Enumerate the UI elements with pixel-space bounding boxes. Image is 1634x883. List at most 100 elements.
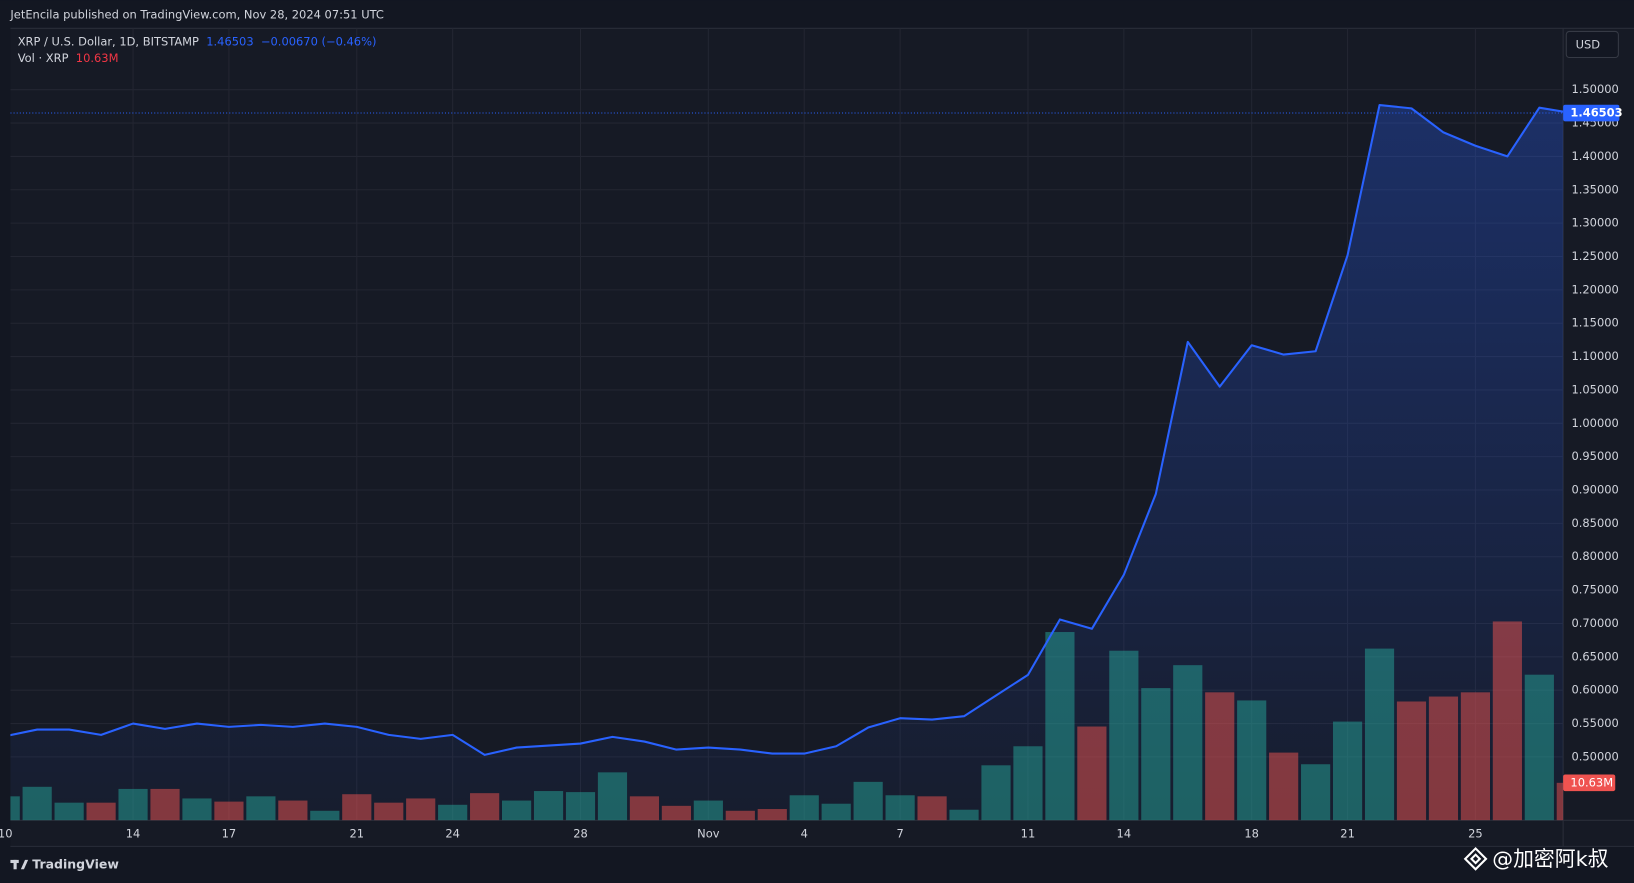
volume-bar	[597, 772, 628, 821]
last-price-box	[1563, 104, 1620, 122]
y-tick-label: 1.20000	[1571, 282, 1618, 296]
volume-bar	[1077, 726, 1107, 821]
volume-bar	[22, 786, 52, 821]
area	[10, 105, 1564, 821]
volume-bar	[406, 798, 436, 821]
y-tick-label: 0.95000	[1571, 449, 1618, 463]
y-tick-label: 1.05000	[1571, 382, 1618, 396]
x-tick-label: Nov	[697, 826, 720, 840]
tv-logo	[10, 859, 29, 870]
volume-bar	[1492, 621, 1522, 821]
volume-bar	[150, 788, 180, 821]
volume-bar	[10, 796, 20, 821]
volume-bar	[374, 802, 404, 821]
y-tick-label: 0.90000	[1571, 483, 1618, 497]
volume-bar	[1556, 782, 1564, 821]
volume-bar	[54, 802, 84, 821]
y-tick-label: 1.30000	[1571, 216, 1618, 230]
volume-bar	[1045, 632, 1075, 821]
brand: TradingView	[32, 857, 119, 872]
volume-bar	[1237, 700, 1267, 821]
x-tick-label: 25	[1468, 826, 1483, 840]
volume-bar	[821, 803, 851, 821]
legend-symbol: XRP / U.S. Dollar, 1D, BITSTAMP	[18, 34, 199, 48]
y-tick-label: 1.25000	[1571, 249, 1618, 263]
volume-label: 10.63M	[1570, 775, 1613, 789]
y-tick-label: 0.50000	[1571, 749, 1618, 763]
volume-bar	[725, 810, 755, 821]
x-tick-label: 10	[0, 826, 12, 840]
volume-bar	[310, 810, 340, 821]
last-price-label: 1.46503	[1570, 106, 1622, 120]
y-tick-label: 1.40000	[1571, 149, 1618, 163]
volume-bar	[214, 801, 244, 821]
publish-info: JetEncila published on TradingView.com, …	[9, 7, 384, 21]
volume-bar	[949, 809, 979, 821]
y-tick-label: 0.65000	[1571, 649, 1618, 663]
volume-bar	[981, 765, 1011, 821]
y-tick-label: 0.70000	[1571, 616, 1618, 630]
volume-bar	[246, 796, 276, 821]
volume-bar	[533, 791, 564, 821]
volume-bar	[661, 805, 691, 821]
volume-bar	[693, 800, 723, 821]
volume-bar	[1013, 746, 1043, 821]
volume-bar	[1364, 648, 1395, 821]
volume-bar	[1428, 696, 1459, 821]
legend-change: −0.00670 (−0.46%)	[261, 34, 377, 48]
volume-bar	[1460, 692, 1491, 821]
x-tick-label: 21	[1340, 826, 1355, 840]
x-tick-label: 18	[1244, 826, 1259, 840]
y-tick-label: 1.15000	[1571, 316, 1618, 330]
volume-bar	[885, 795, 915, 821]
volume-bar	[917, 796, 947, 821]
y-tick-label: 0.60000	[1571, 683, 1618, 697]
volume-bar	[1396, 701, 1427, 821]
volume-bar	[565, 792, 596, 821]
x-tick-label: 28	[573, 826, 588, 840]
legend-volume-value: 10.63M	[76, 51, 119, 65]
x-tick-label: 14	[126, 826, 141, 840]
currency-button[interactable]	[1565, 30, 1619, 59]
x-tick-label: 24	[445, 826, 460, 840]
price-line	[10, 103, 1564, 756]
volume-bar	[342, 794, 372, 821]
volume-bar	[1141, 688, 1171, 821]
legend-price: 1.46503	[206, 34, 253, 48]
volume-box	[1563, 774, 1616, 792]
y-tick-label: 1.00000	[1571, 416, 1618, 430]
x-tick-label: 11	[1021, 826, 1036, 840]
volume-bar	[86, 802, 116, 821]
y-tick-label: 1.50000	[1571, 82, 1618, 96]
volume-bar	[1109, 650, 1139, 821]
volume-bar	[438, 804, 468, 821]
y-tick-label: 1.10000	[1571, 349, 1618, 363]
x-tick-label: 17	[222, 826, 237, 840]
y-tick-label: 1.35000	[1571, 182, 1618, 196]
legend-volume: Vol · XRP	[18, 51, 69, 65]
volume-bar	[278, 800, 308, 821]
y-tick-label: 0.55000	[1571, 716, 1618, 730]
volume-bar	[1301, 764, 1331, 821]
y-tick-label: 0.80000	[1571, 549, 1618, 563]
x-tick-label: 14	[1117, 826, 1132, 840]
volume-bar	[501, 800, 532, 821]
x-tick-label: 21	[349, 826, 364, 840]
y-tick-label: 0.75000	[1571, 583, 1618, 597]
volume-bar	[118, 788, 148, 821]
volume-bar	[182, 798, 212, 821]
x-tick-label: 7	[896, 826, 903, 840]
watermark: @加密阿k叔	[1492, 847, 1608, 871]
watermark-icon	[1463, 846, 1488, 871]
volume-bar	[757, 809, 787, 821]
volume-bar	[470, 793, 500, 821]
volume-bar	[629, 796, 660, 821]
volume-bar	[1269, 752, 1299, 821]
x-tick-label: 4	[801, 826, 808, 840]
currency-label: USD	[1576, 37, 1601, 51]
volume-bar	[789, 795, 819, 821]
volume-bar	[1332, 721, 1363, 821]
volume-bar	[853, 781, 883, 821]
volume-bar	[1205, 692, 1235, 821]
